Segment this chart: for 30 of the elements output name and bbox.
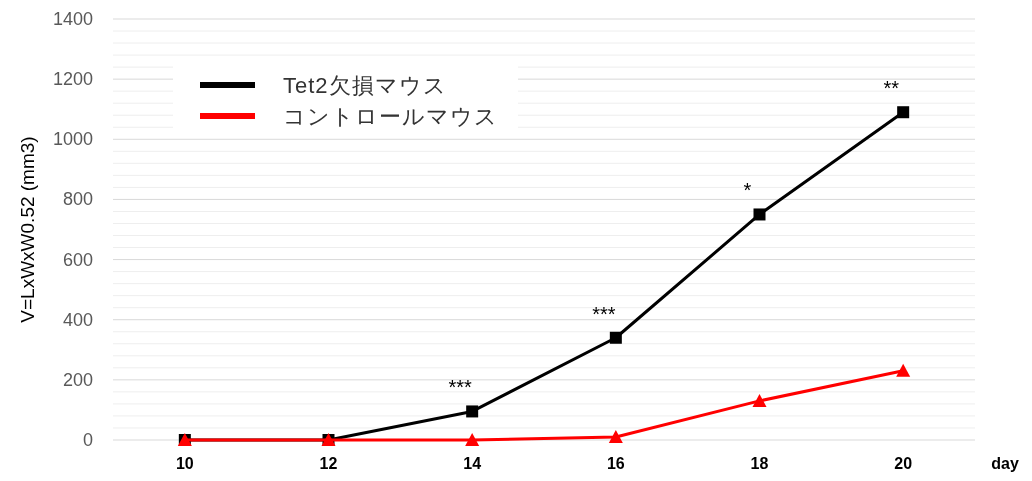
legend-label: Tet2欠損マウス — [283, 73, 447, 98]
x-tick-label: 12 — [319, 455, 338, 472]
point — [753, 208, 766, 221]
y-tick-label: 800 — [62, 189, 93, 210]
y-tick-label: 1400 — [52, 9, 93, 29]
point — [609, 331, 622, 344]
point — [897, 106, 910, 119]
x-tick-label: 18 — [750, 455, 769, 472]
x-axis-title: day — [991, 455, 1019, 472]
x-tick-label: 16 — [606, 455, 625, 472]
point — [608, 429, 623, 443]
annotation: *** — [592, 302, 616, 325]
point — [752, 393, 767, 407]
y-tick-label: 600 — [62, 249, 93, 270]
y-tick-label: 1200 — [52, 69, 93, 90]
annotation: ** — [883, 77, 900, 100]
y-axis-title: V=LxWxW0.52 (mm3) — [17, 136, 38, 323]
point — [466, 405, 479, 418]
point — [896, 363, 911, 377]
point — [465, 433, 480, 446]
y-tick-label: 1000 — [52, 129, 93, 150]
x-tick-label: 14 — [463, 455, 482, 472]
annotation: *** — [448, 376, 473, 399]
y-tick-label: 0 — [82, 430, 93, 450]
annotation: * — [743, 179, 752, 202]
x-tick-label: 20 — [894, 455, 913, 472]
x-tick-label: 10 — [175, 455, 194, 472]
y-tick-label: 200 — [62, 369, 93, 390]
legend-label: コントロールマウス — [283, 104, 498, 129]
y-tick-label: 400 — [62, 309, 93, 330]
